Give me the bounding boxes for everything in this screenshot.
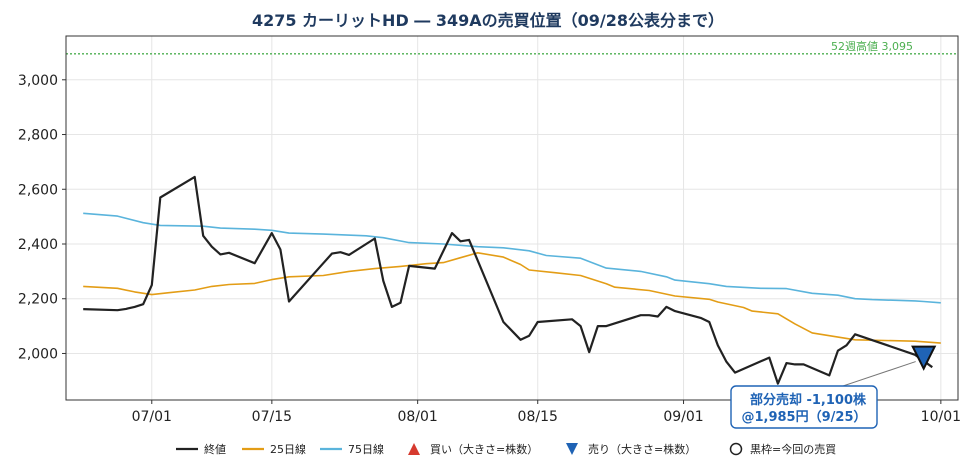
- x-tick-label: 08/15: [518, 409, 558, 425]
- reference-line-label: 52週高値 3,095: [831, 39, 913, 53]
- series-line-ma75: [83, 212, 941, 304]
- reference-line-group: 52週高値 3,095: [66, 39, 958, 55]
- annotation-line1: 部分売却 -1,100株: [750, 392, 867, 408]
- grid: [66, 36, 958, 400]
- legend-label: 終値: [204, 442, 226, 456]
- x-tick-label: 09/01: [663, 409, 703, 425]
- legend-label: 75日線: [348, 442, 384, 456]
- legend-label: 売り（大きさ=株数）: [588, 442, 696, 456]
- legend-label: 25日線: [270, 442, 306, 456]
- legend: 終値 25日線 75日線 買い（大きさ=株数） 売り（大きさ=株数） 黒枠=今回の売買: [176, 442, 836, 456]
- series-group: [83, 175, 941, 385]
- legend-circle-icon: [729, 442, 743, 456]
- x-tick-label: 10/01: [921, 409, 961, 425]
- y-tick-label: 2,400: [18, 237, 58, 253]
- trade-annotation: 部分売却 -1,100株@1,985円（9/25）: [730, 361, 916, 429]
- annotation-box: [730, 385, 878, 429]
- legend-label: 黒枠=今回の売買: [750, 442, 836, 456]
- y-tick-label: 2,800: [18, 128, 58, 144]
- y-tick-label: 2,600: [18, 182, 58, 198]
- legend-buy-icon: [408, 443, 420, 455]
- series-line-close: [83, 175, 933, 385]
- legend-label: 買い（大きさ=株数）: [430, 442, 538, 456]
- trade-markers: [911, 345, 937, 371]
- legend-sell-icon: [566, 443, 578, 455]
- x-tick-label: 08/01: [397, 409, 437, 425]
- chart-title: 4275 カーリットHD ― 349Aの売買位置（09/28公表分まで）: [252, 11, 724, 30]
- sell-marker: [911, 345, 937, 371]
- x-tick-label: 07/15: [252, 409, 292, 425]
- y-tick-label: 3,000: [18, 73, 58, 89]
- plot-frame: [65, 35, 959, 401]
- x-tick-label: 07/01: [132, 409, 172, 425]
- annotation-pointer: [839, 361, 916, 388]
- annotation-line2: @1,985円（9/25）: [741, 409, 866, 425]
- axes: 2,000 2,200 2,400 2,600 2,800 3,000 07/01 07/15…: [18, 35, 961, 425]
- y-tick-label: 2,200: [18, 292, 58, 308]
- series-line-ma25: [83, 252, 941, 344]
- y-tick-label: 2,000: [18, 346, 58, 362]
